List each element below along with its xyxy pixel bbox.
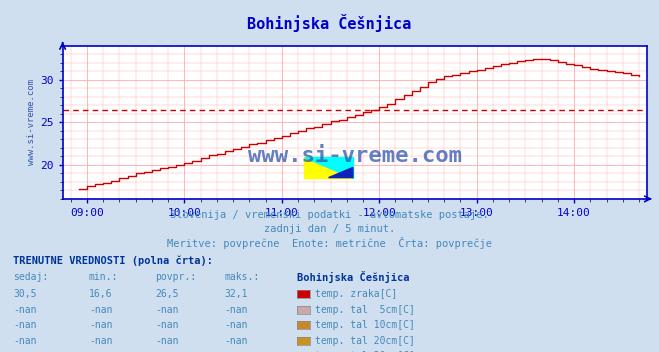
Text: -nan: -nan (155, 351, 179, 352)
Text: povpr.:: povpr.: (155, 272, 196, 282)
Text: -nan: -nan (224, 305, 248, 315)
Text: -nan: -nan (155, 320, 179, 330)
Y-axis label: www.si-vreme.com: www.si-vreme.com (27, 79, 36, 165)
Polygon shape (304, 157, 353, 178)
Text: Bohinjska Češnjica: Bohinjska Češnjica (297, 271, 409, 283)
Text: www.si-vreme.com: www.si-vreme.com (248, 146, 462, 166)
Text: Slovenija / vremenski podatki - avtomatske postaje.: Slovenija / vremenski podatki - avtomats… (170, 210, 489, 220)
Text: temp. tal 10cm[C]: temp. tal 10cm[C] (315, 320, 415, 330)
Text: TRENUTNE VREDNOSTI (polna črta):: TRENUTNE VREDNOSTI (polna črta): (13, 255, 213, 266)
Text: maks.:: maks.: (224, 272, 259, 282)
Text: min.:: min.: (89, 272, 119, 282)
Text: -nan: -nan (224, 336, 248, 346)
Polygon shape (329, 168, 353, 178)
Polygon shape (304, 157, 353, 178)
Text: Bohinjska Češnjica: Bohinjska Češnjica (247, 14, 412, 32)
Text: -nan: -nan (13, 351, 37, 352)
Text: -nan: -nan (224, 320, 248, 330)
Text: -nan: -nan (89, 305, 113, 315)
Text: zadnji dan / 5 minut.: zadnji dan / 5 minut. (264, 224, 395, 234)
Text: -nan: -nan (155, 305, 179, 315)
Text: temp. tal  5cm[C]: temp. tal 5cm[C] (315, 305, 415, 315)
Text: -nan: -nan (13, 305, 37, 315)
Text: 30,5: 30,5 (13, 289, 37, 299)
Text: -nan: -nan (89, 320, 113, 330)
Text: 16,6: 16,6 (89, 289, 113, 299)
Text: sedaj:: sedaj: (13, 272, 48, 282)
Text: 26,5: 26,5 (155, 289, 179, 299)
Text: -nan: -nan (13, 320, 37, 330)
Text: temp. zraka[C]: temp. zraka[C] (315, 289, 397, 299)
Text: -nan: -nan (89, 336, 113, 346)
Text: temp. tal 30cm[C]: temp. tal 30cm[C] (315, 351, 415, 352)
Text: 32,1: 32,1 (224, 289, 248, 299)
Text: -nan: -nan (89, 351, 113, 352)
Text: temp. tal 20cm[C]: temp. tal 20cm[C] (315, 336, 415, 346)
Text: -nan: -nan (155, 336, 179, 346)
Text: Meritve: povprečne  Enote: metrične  Črta: povprečje: Meritve: povprečne Enote: metrične Črta:… (167, 237, 492, 249)
Text: -nan: -nan (224, 351, 248, 352)
Text: -nan: -nan (13, 336, 37, 346)
